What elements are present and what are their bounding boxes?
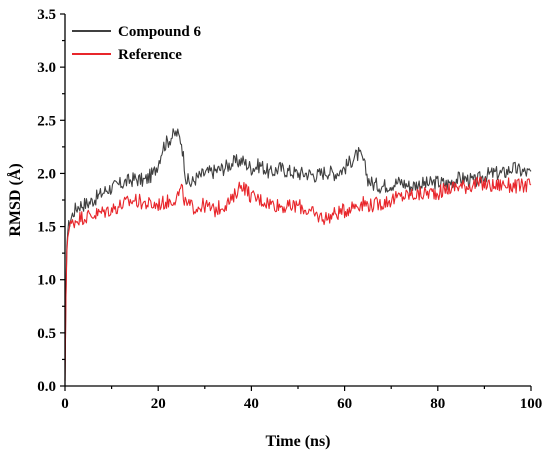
legend-label: Reference (118, 47, 182, 63)
x-tick-label: 40 (244, 396, 259, 412)
legend: Compound 6 Reference (72, 24, 201, 63)
x-tick-label: 100 (520, 396, 543, 412)
x-tick-label: 80 (430, 396, 445, 412)
y-tick-label: 3.0 (37, 60, 56, 76)
y-tick-label: 3.5 (37, 7, 56, 23)
y-tick-label: 2.5 (37, 113, 56, 129)
y-axis-title: RMSD (Å) (6, 163, 24, 236)
axes: 0 20 40 60 80 100 0.0 0.5 1.0 1.5 2.0 2.5 3.0 3.5 (37, 7, 542, 412)
x-tick-label: 60 (337, 396, 352, 412)
y-tick-label: 0.0 (37, 379, 56, 395)
plot-area (64, 128, 532, 381)
y-tick-label: 1.0 (37, 273, 56, 289)
x-tick-label: 20 (151, 396, 166, 412)
legend-label: Compound 6 (118, 24, 201, 40)
series-line-compound-6 (64, 128, 532, 381)
x-tick-label: 0 (61, 396, 69, 412)
y-tick-label: 1.5 (37, 220, 56, 236)
series-line-reference (64, 176, 532, 381)
x-axis-title: Time (ns) (265, 433, 330, 450)
y-tick-label: 0.5 (37, 326, 56, 342)
y-tick-label: 2.0 (37, 166, 56, 182)
